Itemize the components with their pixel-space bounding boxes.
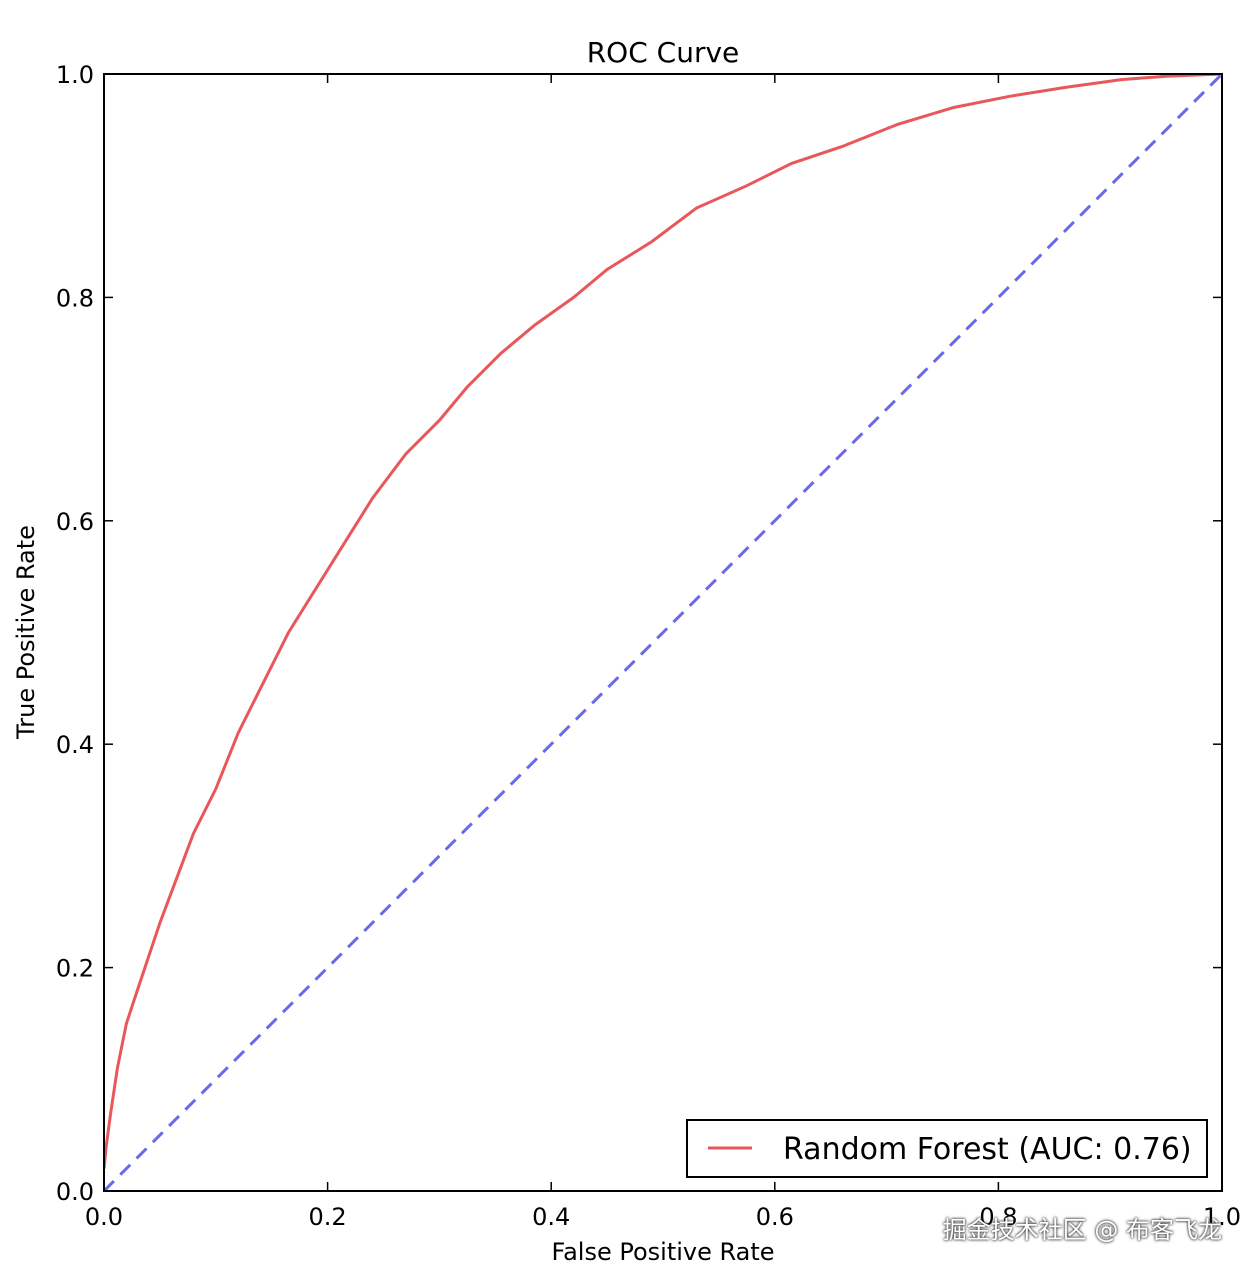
plot-frame bbox=[103, 73, 1223, 1192]
series-line-random-forest bbox=[104, 74, 1222, 1169]
y-axis-label: True Positive Rate bbox=[12, 525, 40, 740]
legend-label: Random Forest (AUC: 0.76) bbox=[783, 1132, 1192, 1167]
x-tick-label: 0.8 bbox=[979, 1203, 1017, 1231]
legend-box bbox=[686, 1119, 1208, 1178]
y-tick-label: 0.8 bbox=[56, 284, 94, 312]
y-tick-label: 0.4 bbox=[56, 731, 94, 759]
y-tick-label: 0.2 bbox=[56, 955, 94, 983]
x-axis-label: False Positive Rate bbox=[551, 1238, 774, 1266]
axis-ticks: 0.0 0.2 0.4 0.6 0.8 1.0 0.0 0.2 0.4 0.6 0.8 1.0 bbox=[56, 61, 1241, 1231]
y-tick-label: 0.0 bbox=[56, 1178, 94, 1206]
x-tick-label: 0.6 bbox=[756, 1203, 794, 1231]
series-line-chance bbox=[104, 74, 1222, 1191]
y-tick-label: 1.0 bbox=[56, 61, 94, 89]
watermark: 掘金技术社区 @ 布客飞龙 bbox=[942, 1216, 1222, 1244]
chart-title: ROC Curve bbox=[587, 36, 740, 69]
x-tick-label: 0.0 bbox=[85, 1203, 123, 1231]
y-tick-label: 0.6 bbox=[56, 508, 94, 536]
x-tick-label: 0.2 bbox=[309, 1203, 347, 1231]
x-tick-label: 0.4 bbox=[532, 1203, 570, 1231]
x-tick-label: 1.0 bbox=[1203, 1203, 1241, 1231]
legend: Random Forest (AUC: 0.76) bbox=[686, 1119, 1208, 1178]
plot-area bbox=[104, 74, 1222, 1191]
